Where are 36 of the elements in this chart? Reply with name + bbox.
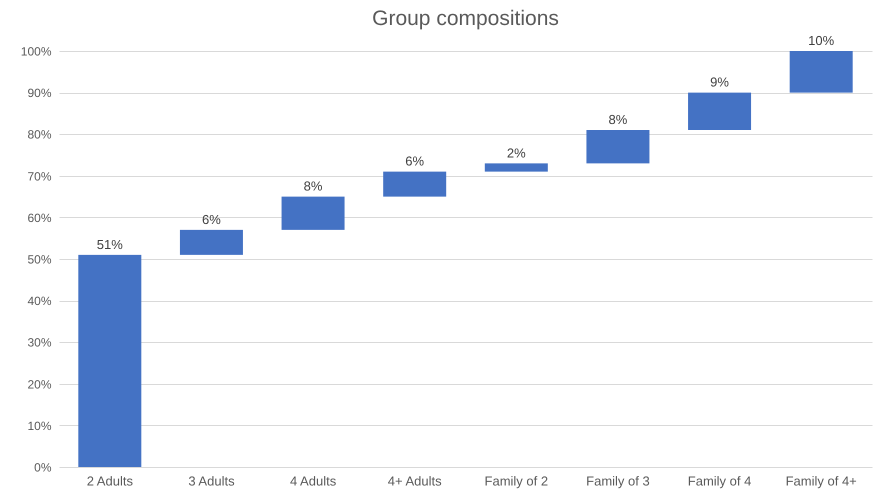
data-label: 51% <box>96 236 124 252</box>
x-tick-label: Family of 4+ <box>786 474 857 488</box>
data-label: 9% <box>710 74 730 90</box>
y-tick-label: 50% <box>27 252 52 266</box>
x-tick-label: 4+ Adults <box>388 474 442 488</box>
x-tick-label: 4 Adults <box>290 474 337 488</box>
bar <box>484 163 548 172</box>
x-tick-label: 2 Adults <box>86 474 134 488</box>
bar <box>586 130 650 164</box>
y-tick-label: 20% <box>27 377 52 392</box>
chart-title: Group compositions <box>372 7 559 30</box>
x-tick-label: 3 Adults <box>188 474 236 488</box>
data-label: 8% <box>608 112 628 128</box>
y-tick-label: 90% <box>27 86 52 100</box>
y-tick-label: 0% <box>34 460 52 474</box>
y-tick-label: 70% <box>27 169 52 184</box>
x-tick-label: Family of 3 <box>586 474 650 488</box>
y-tick-label: 10% <box>27 418 52 433</box>
y-tick-label: 40% <box>27 294 52 308</box>
x-tick-label: Family of 4 <box>688 474 752 488</box>
y-tick-label: 80% <box>27 128 52 142</box>
data-label: 8% <box>304 178 323 194</box>
y-tick-label: 100% <box>20 44 52 58</box>
bar <box>688 92 752 130</box>
bar <box>180 230 243 255</box>
bar <box>790 51 853 93</box>
data-label: 6% <box>405 154 425 169</box>
data-label: 2% <box>506 145 526 160</box>
data-label: 10% <box>808 33 835 48</box>
x-tick-label: Family of 2 <box>484 474 548 488</box>
bar <box>78 254 142 467</box>
bar <box>282 196 345 230</box>
bar <box>383 172 446 197</box>
y-tick-label: 30% <box>27 336 52 350</box>
data-label: 6% <box>202 212 222 227</box>
y-tick-label: 60% <box>27 210 52 225</box>
